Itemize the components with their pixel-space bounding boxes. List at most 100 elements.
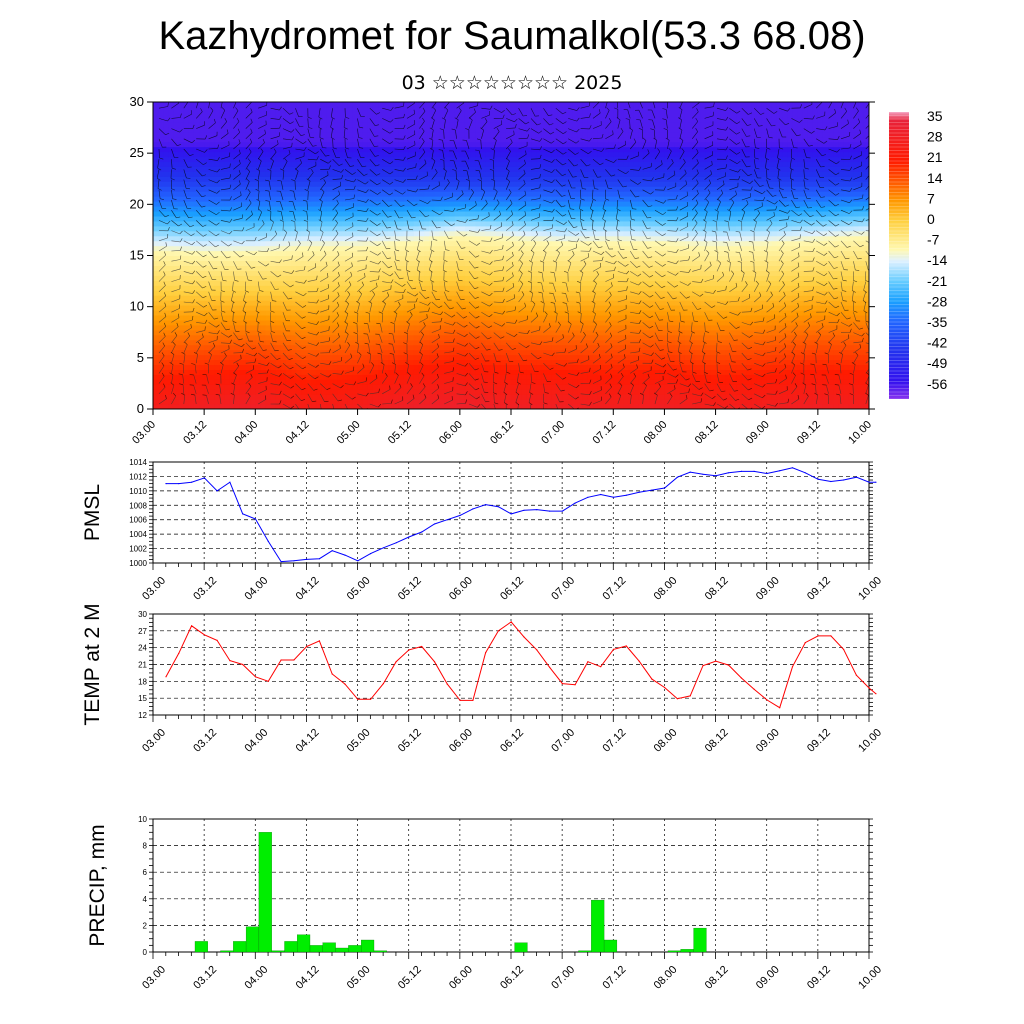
temperature-cell <box>352 319 359 326</box>
temperature-cell <box>413 384 420 390</box>
temperature-cell <box>270 141 277 148</box>
temperature-cell <box>224 201 231 207</box>
temperature-cell <box>541 102 548 108</box>
temperature-cell <box>362 131 369 138</box>
temperature-cell <box>541 121 548 128</box>
temperature-cell <box>357 146 364 153</box>
temperature-cell <box>265 106 272 113</box>
temperature-cell <box>526 384 533 390</box>
temperature-cell <box>383 156 389 163</box>
temperature-cell <box>398 201 405 207</box>
temperature-cell <box>418 111 425 118</box>
temperature-cell <box>367 156 374 163</box>
temperature-cell <box>173 329 180 336</box>
temperature-cell <box>337 280 343 286</box>
temperature-cell <box>475 116 481 123</box>
temperature-cell <box>378 102 384 108</box>
temperature-cell <box>551 255 558 262</box>
temperature-cell <box>454 220 461 227</box>
temperature-cell <box>378 136 384 143</box>
temperature-cell <box>388 314 394 321</box>
temperature-cell <box>245 260 251 266</box>
temperature-cell <box>219 305 226 311</box>
temperature-cell <box>490 230 497 237</box>
temperature-cell <box>413 309 420 316</box>
temperature-cell <box>209 364 215 370</box>
temperature-cell <box>490 344 497 351</box>
temperature-cell <box>464 106 471 113</box>
temperature-cell <box>183 339 190 346</box>
temperature-cell <box>296 121 302 128</box>
temperature-cell <box>255 245 261 252</box>
temperature-cell <box>178 136 185 143</box>
temperature-cell <box>444 191 451 197</box>
temperature-cell <box>424 146 430 153</box>
temperature-cell <box>470 324 476 331</box>
temperature-cell <box>408 161 415 167</box>
temperature-cell <box>490 250 497 257</box>
temperature-cell <box>413 359 420 366</box>
temperature-cell <box>403 121 410 128</box>
temperature-cell <box>531 275 538 281</box>
temperature-cell <box>153 176 159 182</box>
temperature-cell <box>316 131 323 138</box>
temperature-cell <box>357 379 364 385</box>
temperature-cell <box>418 106 425 113</box>
temperature-cell <box>255 265 261 271</box>
temperature-cell <box>362 394 369 400</box>
temperature-cell <box>531 285 538 291</box>
temperature-cell <box>388 309 394 316</box>
temperature-cell <box>158 215 164 222</box>
temperature-cell <box>444 319 451 326</box>
temperature-cell <box>260 384 267 390</box>
temperature-cell <box>403 146 410 153</box>
temperature-cell <box>516 354 522 361</box>
temperature-cell <box>526 181 533 187</box>
temperature-cell <box>459 379 466 385</box>
temperature-cell <box>173 399 180 405</box>
temperature-cell <box>270 126 277 133</box>
temperature-cell <box>260 394 267 400</box>
temperature-cell <box>224 121 231 128</box>
temperature-cell <box>562 364 568 370</box>
temperature-cell <box>398 250 405 257</box>
temperature-cell <box>239 156 246 163</box>
temperature-cell <box>367 379 374 385</box>
temperature-cell <box>260 314 267 321</box>
temperature-cell <box>229 379 236 385</box>
temperature-cell <box>378 240 384 247</box>
temperature-cell <box>541 314 548 321</box>
temperature-cell <box>424 171 430 177</box>
temperature-cell <box>505 314 512 321</box>
temperature-cell <box>255 225 261 232</box>
temperature-cell <box>459 309 466 316</box>
temperature-cell <box>418 102 425 108</box>
temperature-cell <box>270 309 277 316</box>
temperature-cell <box>429 344 435 351</box>
temperature-cell <box>173 176 180 182</box>
temperature-cell <box>178 290 185 296</box>
temperature-cell <box>178 116 185 123</box>
temperature-cell <box>352 131 359 138</box>
temperature-cell <box>449 156 456 163</box>
temperature-cell <box>526 121 533 128</box>
temperature-cell <box>372 161 379 167</box>
temperature-cell <box>495 166 502 172</box>
temperature-cell <box>337 379 343 385</box>
temperature-cell <box>464 245 471 252</box>
temperature-cell <box>485 171 492 177</box>
temperature-cell <box>352 116 359 123</box>
temperature-cell <box>204 156 210 163</box>
temperature-cell <box>280 240 287 247</box>
temperature-cell <box>505 250 512 257</box>
temperature-cell <box>388 186 394 192</box>
temperature-cell <box>316 260 323 266</box>
temperature-cell <box>260 324 267 331</box>
temperature-cell <box>209 111 215 118</box>
temperature-cell <box>378 260 384 266</box>
temperature-cell <box>183 131 190 138</box>
temperature-cell <box>275 329 282 336</box>
temperature-cell <box>337 319 343 326</box>
temperature-cell <box>429 181 435 187</box>
temperature-cell <box>347 205 354 212</box>
